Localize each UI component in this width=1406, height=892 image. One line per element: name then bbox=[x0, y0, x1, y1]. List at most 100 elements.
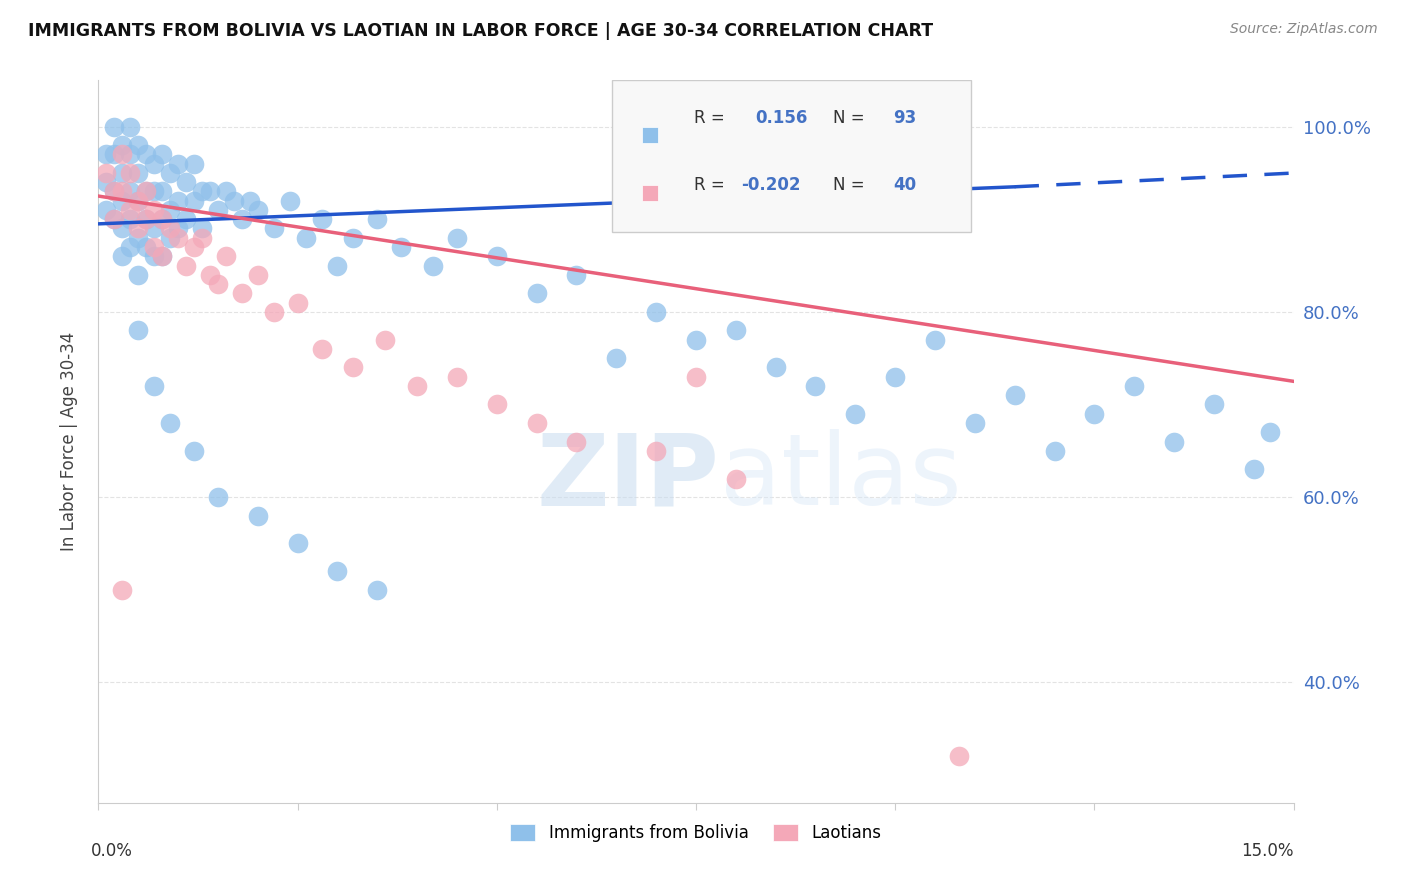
Point bbox=[198, 268, 221, 282]
Point bbox=[111, 166, 134, 180]
Point bbox=[263, 221, 285, 235]
Point bbox=[150, 249, 173, 263]
Point bbox=[278, 194, 301, 208]
Point bbox=[111, 221, 134, 235]
Text: R =: R = bbox=[693, 109, 724, 127]
Point bbox=[174, 259, 197, 273]
Point bbox=[135, 240, 157, 254]
Point bbox=[127, 138, 149, 153]
Point bbox=[231, 212, 253, 227]
Text: R =: R = bbox=[693, 176, 724, 194]
Point bbox=[174, 175, 197, 189]
Point bbox=[485, 249, 508, 263]
Point bbox=[135, 185, 157, 199]
Point bbox=[120, 202, 142, 217]
Point bbox=[485, 397, 508, 411]
Point bbox=[311, 342, 333, 356]
Point bbox=[183, 156, 205, 170]
Point bbox=[222, 194, 245, 208]
Point bbox=[103, 185, 125, 199]
Point bbox=[135, 212, 157, 227]
Point bbox=[724, 323, 747, 337]
Point bbox=[1123, 379, 1146, 393]
Point bbox=[150, 212, 173, 227]
Point bbox=[167, 194, 190, 208]
Point bbox=[565, 268, 588, 282]
Point bbox=[366, 212, 388, 227]
Point bbox=[143, 202, 166, 217]
Point bbox=[1243, 462, 1265, 476]
Point bbox=[111, 147, 134, 161]
FancyBboxPatch shape bbox=[643, 128, 658, 143]
Point bbox=[143, 156, 166, 170]
Point bbox=[804, 379, 827, 393]
Point bbox=[127, 221, 149, 235]
Point bbox=[111, 185, 134, 199]
Point bbox=[326, 259, 349, 273]
Point bbox=[143, 240, 166, 254]
Point bbox=[342, 360, 364, 375]
Point bbox=[215, 185, 238, 199]
Point bbox=[191, 221, 214, 235]
Text: 0.0%: 0.0% bbox=[90, 842, 132, 860]
Point bbox=[374, 333, 396, 347]
Point bbox=[143, 249, 166, 263]
Point bbox=[167, 156, 190, 170]
Point bbox=[183, 443, 205, 458]
Point bbox=[246, 202, 269, 217]
Point bbox=[685, 333, 707, 347]
Point bbox=[207, 202, 229, 217]
Text: 0.156: 0.156 bbox=[756, 109, 808, 127]
Point bbox=[446, 231, 468, 245]
Point bbox=[150, 212, 173, 227]
Text: 40: 40 bbox=[893, 176, 917, 194]
Point bbox=[246, 508, 269, 523]
Point bbox=[645, 305, 668, 319]
Point bbox=[311, 212, 333, 227]
Point bbox=[167, 231, 190, 245]
Point bbox=[342, 231, 364, 245]
Point bbox=[103, 185, 125, 199]
Point bbox=[127, 268, 149, 282]
Point bbox=[1043, 443, 1066, 458]
Point bbox=[150, 147, 173, 161]
Point bbox=[1083, 407, 1105, 421]
Point bbox=[159, 221, 181, 235]
Point bbox=[366, 582, 388, 597]
Point bbox=[120, 120, 142, 134]
Point bbox=[231, 286, 253, 301]
Point bbox=[135, 185, 157, 199]
Point bbox=[127, 194, 149, 208]
Point bbox=[645, 443, 668, 458]
Text: Source: ZipAtlas.com: Source: ZipAtlas.com bbox=[1230, 22, 1378, 37]
Point bbox=[111, 249, 134, 263]
Point bbox=[844, 407, 866, 421]
Point bbox=[526, 416, 548, 430]
Point bbox=[207, 490, 229, 504]
Point bbox=[174, 212, 197, 227]
Point bbox=[111, 194, 134, 208]
Point bbox=[111, 582, 134, 597]
Point bbox=[127, 166, 149, 180]
Point bbox=[120, 240, 142, 254]
Point bbox=[127, 323, 149, 337]
Point bbox=[191, 185, 214, 199]
Point bbox=[884, 369, 907, 384]
Point bbox=[120, 147, 142, 161]
Point bbox=[127, 231, 149, 245]
Text: IMMIGRANTS FROM BOLIVIA VS LAOTIAN IN LABOR FORCE | AGE 30-34 CORRELATION CHART: IMMIGRANTS FROM BOLIVIA VS LAOTIAN IN LA… bbox=[28, 22, 934, 40]
Point bbox=[724, 472, 747, 486]
Point bbox=[103, 120, 125, 134]
Point bbox=[120, 212, 142, 227]
Point bbox=[326, 564, 349, 578]
Point bbox=[159, 202, 181, 217]
Point bbox=[263, 305, 285, 319]
Point bbox=[1202, 397, 1225, 411]
Point bbox=[1163, 434, 1185, 449]
Point bbox=[246, 268, 269, 282]
Point bbox=[167, 221, 190, 235]
Point bbox=[948, 749, 970, 764]
Point bbox=[183, 194, 205, 208]
Point bbox=[159, 416, 181, 430]
Text: atlas: atlas bbox=[720, 429, 962, 526]
